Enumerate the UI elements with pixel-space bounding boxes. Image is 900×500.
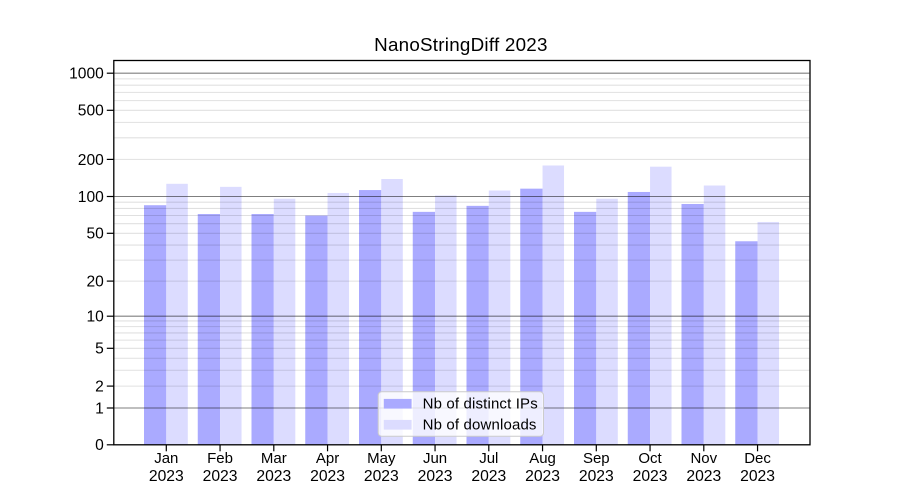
svg-text:Jan: Jan — [154, 450, 178, 467]
svg-text:1000: 1000 — [69, 66, 104, 83]
svg-text:10: 10 — [86, 309, 104, 326]
svg-text:Aug: Aug — [529, 450, 556, 467]
svg-text:Dec: Dec — [744, 450, 771, 467]
svg-text:100: 100 — [78, 189, 104, 206]
svg-text:May: May — [367, 450, 396, 467]
svg-text:Jun: Jun — [423, 450, 447, 467]
svg-text:5: 5 — [95, 341, 104, 358]
svg-text:Oct: Oct — [638, 450, 662, 467]
svg-text:0: 0 — [95, 437, 104, 454]
svg-text:2023: 2023 — [256, 468, 291, 485]
svg-text:2023: 2023 — [525, 468, 560, 485]
svg-text:Apr: Apr — [316, 450, 339, 467]
svg-text:50: 50 — [86, 226, 104, 243]
svg-text:2023: 2023 — [203, 468, 238, 485]
svg-text:200: 200 — [78, 152, 104, 169]
svg-text:Jul: Jul — [479, 450, 498, 467]
svg-text:Sep: Sep — [583, 450, 610, 467]
svg-text:Nb of distinct IPs: Nb of distinct IPs — [423, 396, 538, 413]
svg-text:Nb of downloads: Nb of downloads — [423, 417, 537, 434]
svg-text:2023: 2023 — [633, 468, 668, 485]
svg-text:2023: 2023 — [740, 468, 775, 485]
svg-text:Nov: Nov — [690, 450, 717, 467]
svg-text:2023: 2023 — [310, 468, 345, 485]
svg-text:1: 1 — [95, 400, 104, 417]
svg-text:2023: 2023 — [579, 468, 614, 485]
svg-text:Feb: Feb — [207, 450, 233, 467]
svg-text:Mar: Mar — [261, 450, 287, 467]
svg-text:2023: 2023 — [149, 468, 184, 485]
svg-text:2: 2 — [95, 379, 104, 396]
svg-text:2023: 2023 — [686, 468, 721, 485]
svg-text:2023: 2023 — [471, 468, 506, 485]
svg-text:2023: 2023 — [364, 468, 399, 485]
svg-text:20: 20 — [86, 274, 104, 291]
svg-text:NanoStringDiff 2023: NanoStringDiff 2023 — [374, 34, 548, 55]
svg-text:2023: 2023 — [418, 468, 453, 485]
svg-text:500: 500 — [78, 103, 104, 120]
